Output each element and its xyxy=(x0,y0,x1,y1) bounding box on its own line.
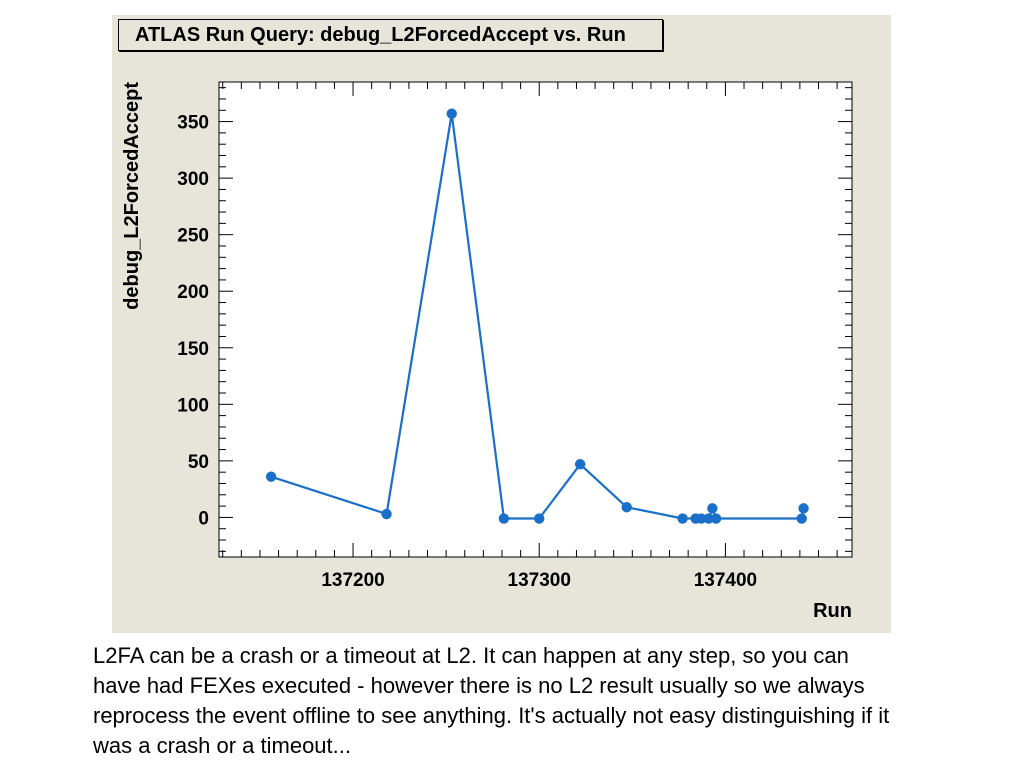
data-point xyxy=(498,513,510,524)
x-axis-label: Run xyxy=(813,600,852,622)
plot-frame xyxy=(218,81,853,558)
chart-title: ATLAS Run Query: debug_L2ForcedAccept vs… xyxy=(118,19,663,51)
data-point xyxy=(534,513,545,524)
data-point xyxy=(695,513,707,524)
y-tick-label: 300 xyxy=(177,169,209,190)
y-tick-label: 50 xyxy=(188,452,209,473)
data-point xyxy=(707,503,718,514)
axis-labels: 137200 137300 137400 0 50 100 150 200 250 300 350 R… xyxy=(121,82,852,622)
y-tick-label: 150 xyxy=(177,339,209,360)
axes xyxy=(218,81,853,558)
plot-area: 137200 137300 137400 0 50 100 150 200 250 300 350 R… xyxy=(121,81,853,622)
data-point xyxy=(621,502,632,513)
data-point xyxy=(265,471,277,482)
data-point xyxy=(677,513,688,524)
data-point xyxy=(381,508,392,520)
y-tick-label: 350 xyxy=(177,113,209,134)
y-tick-label: 100 xyxy=(177,395,209,416)
data-point xyxy=(703,513,714,524)
x-tick-label: 137400 xyxy=(694,570,757,591)
data-series xyxy=(265,108,809,524)
data-point xyxy=(574,459,586,470)
caption-text: L2FA can be a crash or a timeout at L2. … xyxy=(93,643,890,758)
y-axis-label: debug_L2ForcedAccept xyxy=(121,82,143,310)
y-tick-label: 250 xyxy=(177,226,209,247)
x-tick-label: 137300 xyxy=(508,570,571,591)
data-point xyxy=(796,513,807,524)
data-point xyxy=(710,513,722,524)
data-point xyxy=(798,503,809,514)
y-tick-label: 0 xyxy=(198,508,209,529)
y-tick-label: 200 xyxy=(177,282,209,303)
data-point xyxy=(446,108,457,119)
x-tick-label: 137200 xyxy=(321,570,384,591)
